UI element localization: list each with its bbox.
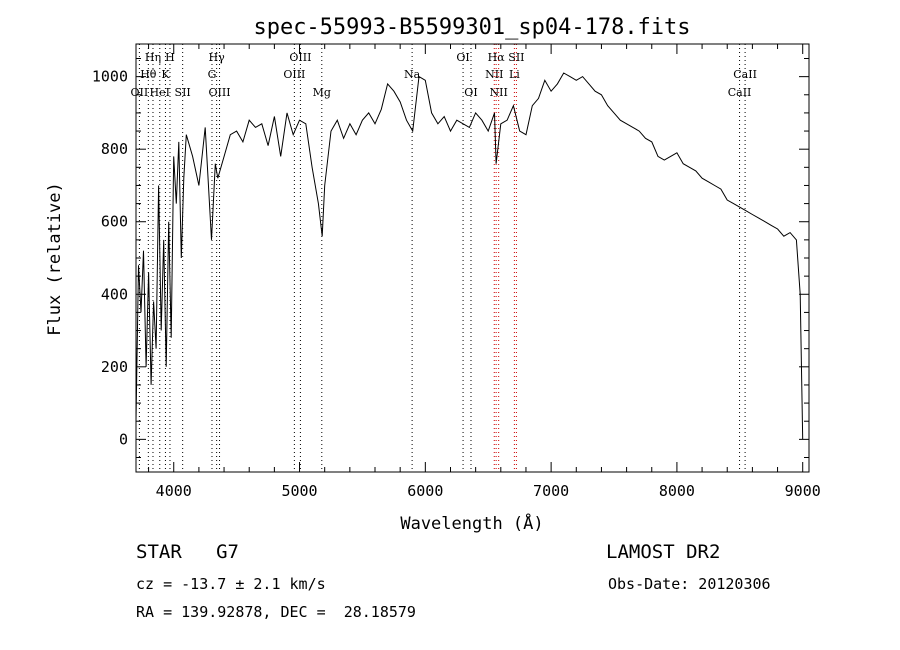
x-tick-label: 9000 bbox=[785, 482, 821, 500]
object-class: STAR G7 bbox=[136, 541, 239, 563]
line-marker-label: Hγ bbox=[209, 51, 226, 64]
x-tick-label: 8000 bbox=[659, 482, 695, 500]
line-marker-label: SII bbox=[508, 51, 524, 64]
observation-date: Obs-Date: 20120306 bbox=[608, 575, 771, 593]
redshift-cz: cz = -13.7 ± 2.1 km/s bbox=[136, 575, 326, 593]
line-marker-label: HeI bbox=[150, 86, 170, 99]
line-marker-label: OI bbox=[456, 51, 469, 64]
x-tick-label: 6000 bbox=[407, 482, 443, 500]
line-marker-label: SII bbox=[175, 86, 191, 99]
line-marker-label: OII bbox=[131, 86, 149, 99]
y-tick-label: 0 bbox=[119, 430, 128, 448]
ra-dec-coordinates: RA = 139.92878, DEC = 28.18579 bbox=[136, 603, 416, 621]
y-tick-label: 200 bbox=[101, 358, 128, 376]
line-marker-label: OIII bbox=[283, 68, 305, 81]
x-tick-label: 7000 bbox=[533, 482, 569, 500]
line-marker-label: Li bbox=[509, 68, 520, 81]
line-marker-label: Na bbox=[404, 68, 421, 81]
survey-name: LAMOST DR2 bbox=[606, 541, 721, 563]
x-axis-label: Wavelength (Å) bbox=[400, 512, 543, 534]
line-marker-label: Mg bbox=[313, 86, 331, 99]
plot-frame bbox=[135, 43, 810, 473]
line-marker-label: OI bbox=[464, 86, 477, 99]
line-marker-label: K bbox=[161, 68, 170, 81]
line-marker-label: NII bbox=[485, 68, 503, 81]
spectrum-line bbox=[135, 72, 804, 440]
line-marker-label: H bbox=[165, 51, 175, 64]
x-tick-label: 5000 bbox=[281, 482, 317, 500]
y-tick-label: 800 bbox=[101, 140, 128, 158]
line-marker-label: NII bbox=[490, 86, 508, 99]
y-tick-label: 1000 bbox=[92, 68, 128, 86]
line-marker-label: G bbox=[208, 68, 217, 81]
y-tick-label: 600 bbox=[101, 213, 128, 231]
line-marker-label: CaII bbox=[733, 68, 757, 81]
line-marker-label: Hα bbox=[488, 51, 506, 64]
line-marker-label: OIII bbox=[208, 86, 230, 99]
y-tick-label: 400 bbox=[101, 285, 128, 303]
line-marker-label: CaII bbox=[728, 86, 752, 99]
line-marker-label: Hη bbox=[145, 51, 161, 64]
line-marker-label: Hθ bbox=[140, 68, 157, 81]
plot-area: OII Hθ Hη HeI KH SII G Hγ OIII OIII OIII Mg Na OI OI NI… bbox=[92, 43, 821, 500]
line-marker-label: OIII bbox=[289, 51, 311, 64]
chart-title: spec-55993-B5599301_sp04-178.fits bbox=[253, 15, 690, 40]
y-axis-label: Flux (relative) bbox=[45, 182, 65, 336]
x-tick-label: 4000 bbox=[156, 482, 192, 500]
